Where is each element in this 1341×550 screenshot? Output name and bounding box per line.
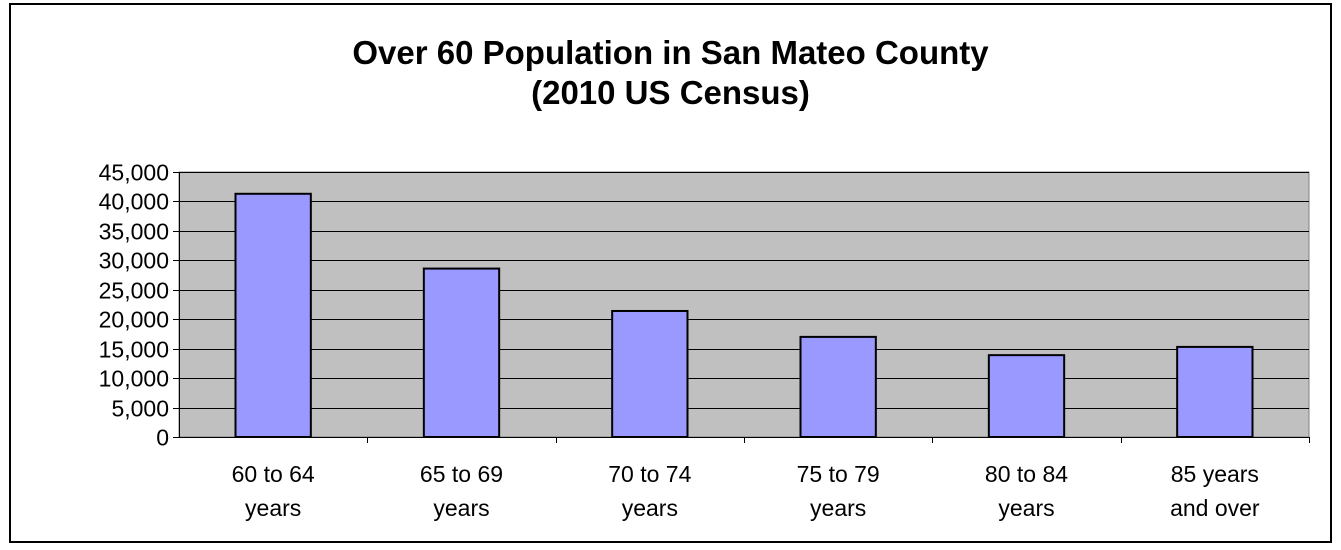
- x-tick-label: years: [998, 495, 1054, 521]
- bar: [1176, 345, 1254, 438]
- x-tick-label: years: [433, 495, 489, 521]
- bar: [611, 309, 689, 439]
- bar: [799, 335, 877, 438]
- x-tick-label: 70 to 74: [608, 461, 691, 487]
- y-tick-label: 45,000: [99, 160, 169, 186]
- x-tick-label: and over: [1170, 495, 1260, 521]
- y-tick-label: 40,000: [99, 189, 169, 215]
- x-tick-label: 75 to 79: [797, 461, 880, 487]
- bar: [422, 267, 501, 439]
- y-tick-label: 20,000: [99, 307, 169, 333]
- x-tick-label: years: [622, 495, 678, 521]
- x-tick-label: years: [810, 495, 866, 521]
- y-tick-label: 10,000: [99, 366, 169, 392]
- x-tick-label: 85 years: [1171, 461, 1259, 487]
- y-tick-label: 0: [156, 425, 169, 451]
- x-tick-label: 65 to 69: [420, 461, 503, 487]
- y-tick-label: 35,000: [99, 219, 169, 245]
- y-tick-label: 30,000: [99, 248, 169, 274]
- y-tick-label: 5,000: [111, 396, 169, 422]
- chart-title-line-2: (2010 US Census): [531, 74, 810, 111]
- x-tick-label: years: [245, 495, 301, 521]
- bar: [987, 354, 1066, 438]
- x-tick-label: 60 to 64: [232, 461, 315, 487]
- y-tick-label: 15,000: [99, 337, 169, 363]
- y-tick-label: 25,000: [99, 278, 169, 304]
- chart-title-line-1: Over 60 Population in San Mateo County: [352, 34, 989, 71]
- x-tick-label: 80 to 84: [985, 461, 1068, 487]
- bar: [234, 192, 312, 438]
- chart-title: Over 60 Population in San Mateo County (…: [0, 33, 1341, 113]
- plot-area: [178, 171, 1310, 438]
